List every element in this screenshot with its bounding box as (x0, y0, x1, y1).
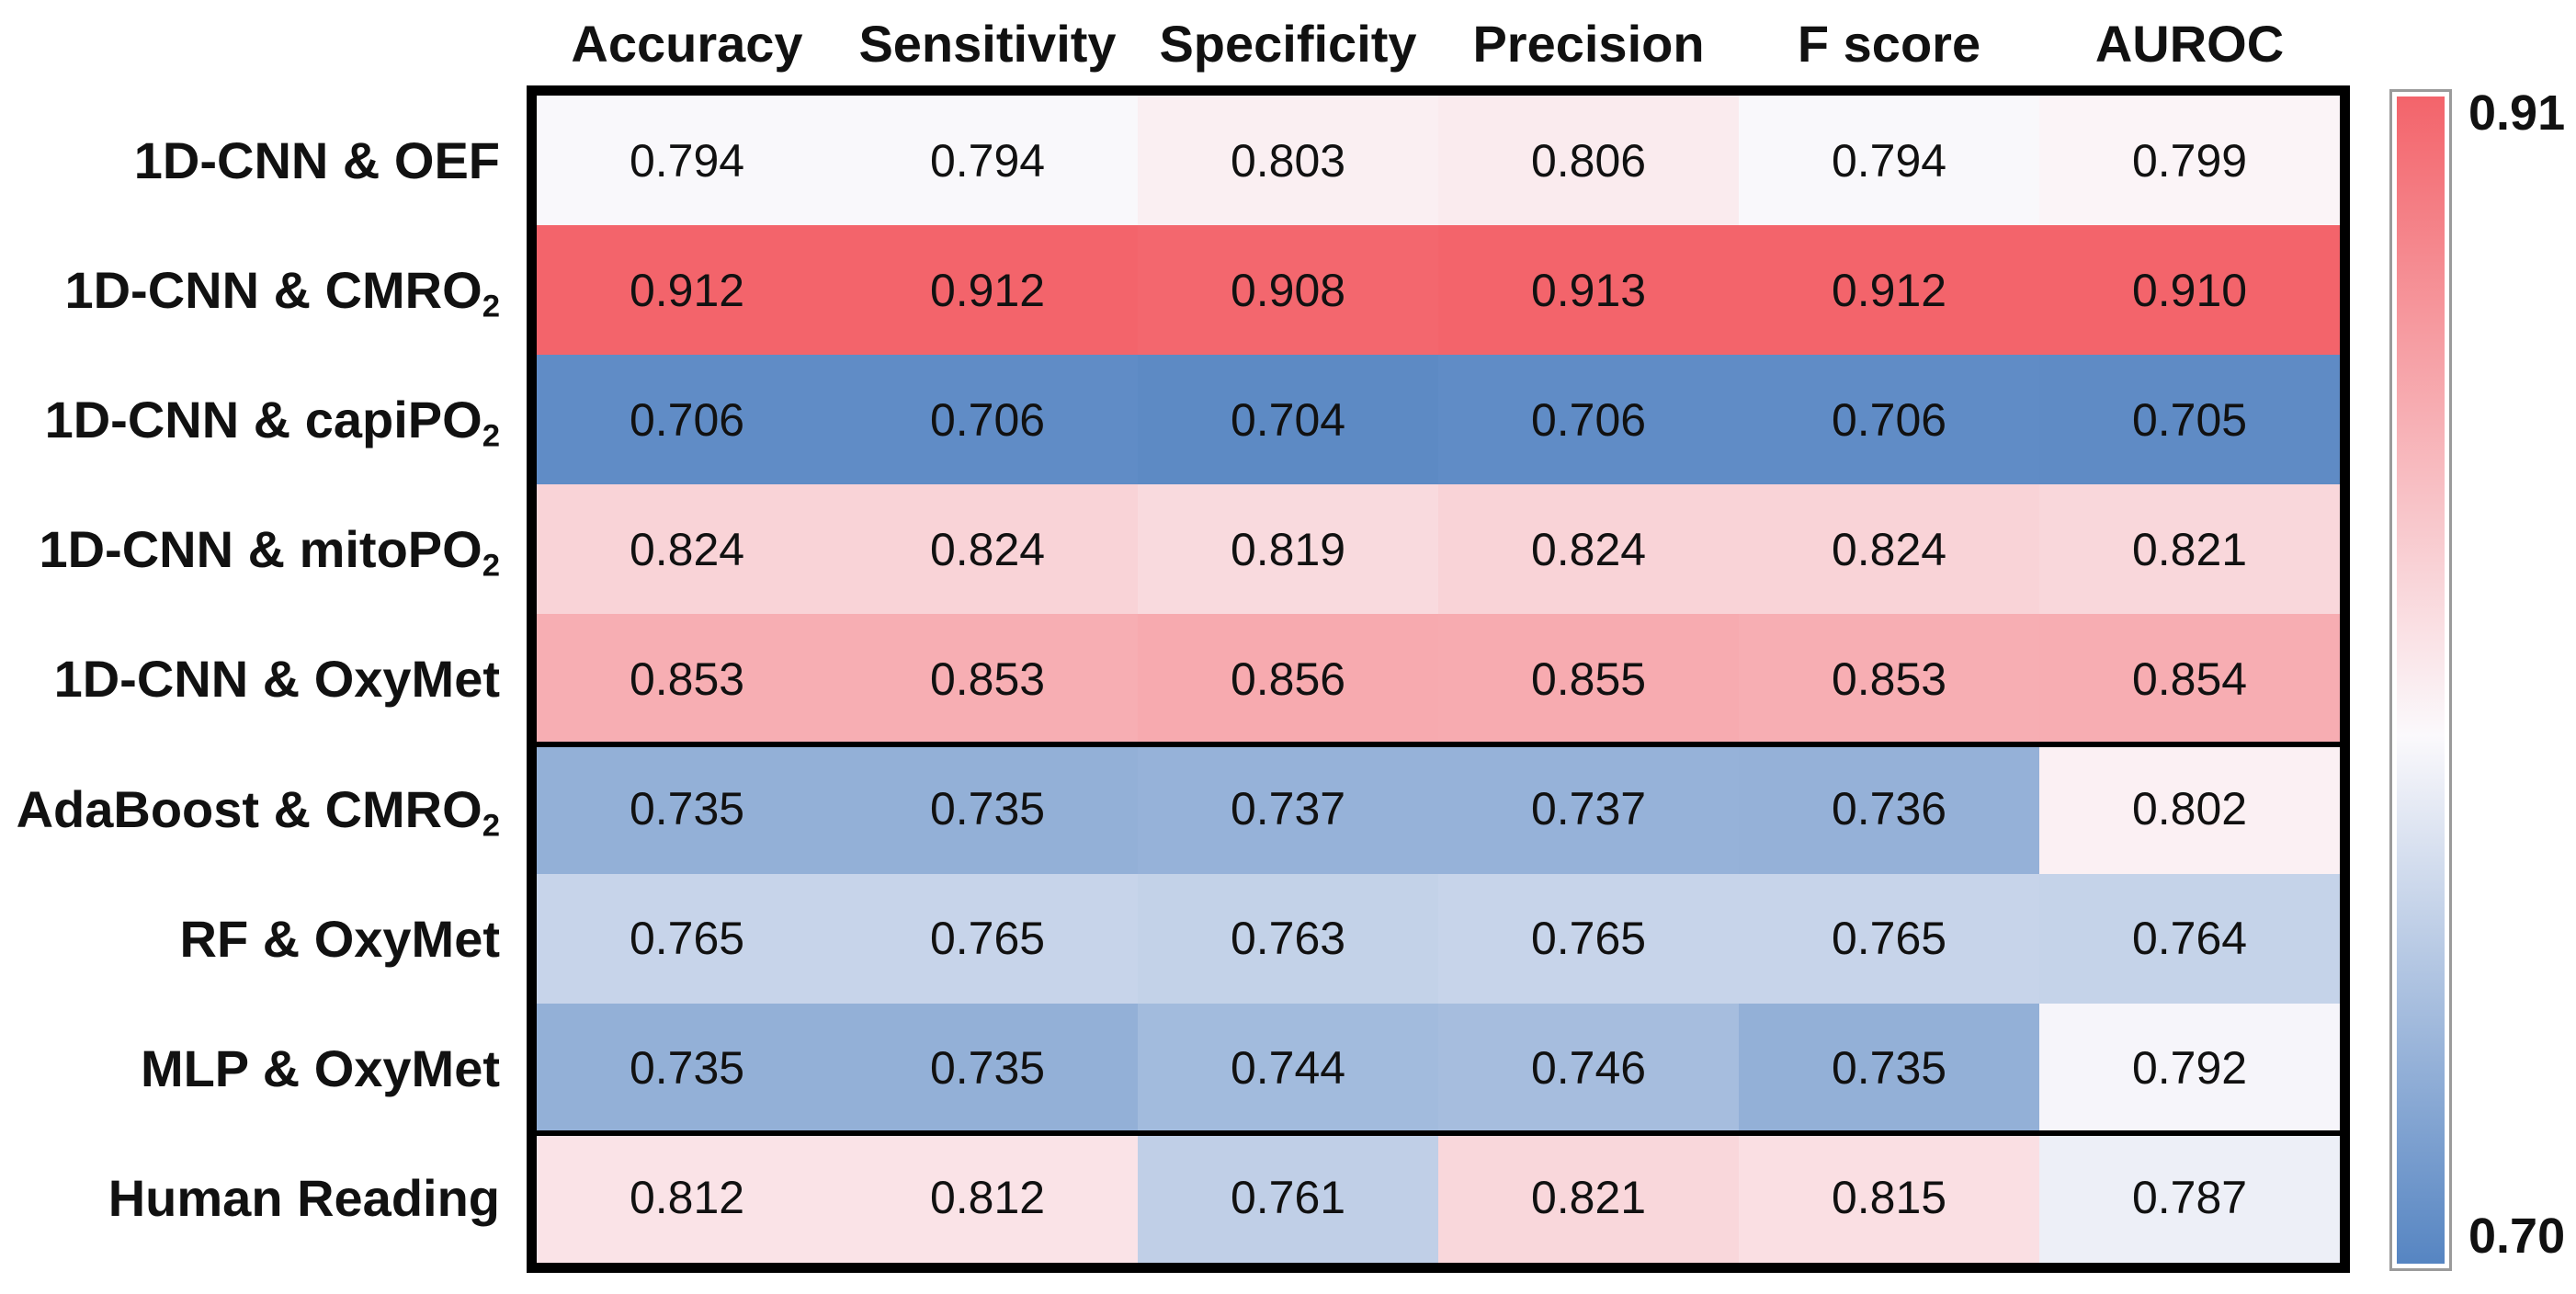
row-label: 1D-CNN & mitoPO2 (39, 520, 500, 585)
heatmap-cell: 0.856 (1138, 614, 1438, 744)
column-header-accuracy: Accuracy (571, 14, 803, 73)
heatmap-cell: 0.855 (1438, 614, 1739, 744)
heatmap-cell: 0.821 (1438, 1132, 1739, 1263)
row-label: 1D-CNN & capiPO2 (44, 391, 500, 454)
column-header-auroc: AUROC (2094, 14, 2285, 73)
colorbar-gradient (2397, 96, 2445, 1264)
heatmap-cell: 0.812 (537, 1132, 837, 1263)
heatmap-cell: 0.735 (537, 1003, 837, 1133)
heatmap-cell: 0.824 (837, 484, 1138, 615)
heatmap-cell: 0.912 (1739, 225, 2039, 356)
heatmap-cell: 0.735 (537, 743, 837, 874)
heatmap-cell: 0.787 (2039, 1132, 2340, 1263)
row-label: 1D-CNN & CMRO2 (64, 261, 500, 324)
heatmap-cell: 0.706 (537, 355, 837, 485)
heatmap-cell: 0.735 (1739, 1003, 2039, 1133)
row-label: AdaBoost & CMRO2 (16, 779, 500, 844)
column-headers-row: Accuracy Sensitivity Specificity Precision F… (537, 0, 2340, 86)
heatmap-cell: 0.764 (2039, 873, 2340, 1004)
heatmap-cell: 0.765 (1438, 873, 1739, 1004)
heatmap-cell: 0.765 (1739, 873, 2039, 1004)
heatmap-cell: 0.735 (837, 1003, 1138, 1133)
heatmap-cell: 0.794 (1739, 96, 2039, 226)
row-label: RF & OxyMet (179, 909, 501, 968)
colorbar-max-label: 0.91 (2468, 85, 2566, 141)
heatmap-grid: 0.794 0.794 0.803 0.806 0.794 0.799 0.912 0.912… (537, 96, 2340, 1263)
heatmap-cell: 0.794 (837, 96, 1138, 226)
colorbar (2389, 89, 2452, 1271)
heatmap-cell: 0.815 (1739, 1132, 2039, 1263)
heatmap-cell: 0.854 (2039, 614, 2340, 744)
heatmap-cell: 0.908 (1138, 225, 1438, 356)
heatmap-cell: 0.763 (1138, 873, 1438, 1004)
group-separator (537, 1129, 2340, 1136)
column-header-sensitivity: Sensitivity (858, 14, 1117, 73)
row-label: 1D-CNN & OEF (133, 131, 500, 190)
heatmap-cell: 0.706 (1438, 355, 1739, 485)
heatmap-cell: 0.737 (1138, 743, 1438, 874)
heatmap-cell: 0.735 (837, 743, 1138, 874)
column-header-specificity: Specificity (1159, 14, 1417, 73)
heatmap-cell: 0.824 (537, 484, 837, 615)
heatmap-cell: 0.761 (1138, 1132, 1438, 1263)
heatmap-cell: 0.824 (1739, 484, 2039, 615)
heatmap-cell: 0.821 (2039, 484, 2340, 615)
heatmap-cell: 0.706 (837, 355, 1138, 485)
heatmap-cell: 0.912 (837, 225, 1138, 356)
heatmap-cell: 0.736 (1739, 743, 2039, 874)
heatmap-cell: 0.765 (537, 873, 837, 1004)
group-separator (537, 741, 2340, 747)
heatmap-cell: 0.794 (537, 96, 837, 226)
heatmap-cell: 0.803 (1138, 96, 1438, 226)
column-header-precision: Precision (1472, 14, 1705, 73)
heatmap-cell: 0.792 (2039, 1003, 2340, 1133)
heatmap-cell: 0.812 (837, 1132, 1138, 1263)
row-labels-column: 1D-CNN & OEF 1D-CNN & CMRO2 1D-CNN & capiP… (0, 96, 537, 1263)
heatmap-cell: 0.802 (2039, 743, 2340, 874)
row-label: 1D-CNN & OxyMet (53, 650, 500, 709)
heatmap-cell: 0.913 (1438, 225, 1739, 356)
heatmap-table: 0.794 0.794 0.803 0.806 0.794 0.799 0.912 0.912… (527, 85, 2350, 1273)
heatmap-cell: 0.824 (1438, 484, 1739, 615)
heatmap-cell: 0.744 (1138, 1003, 1438, 1133)
row-label: MLP & OxyMet (140, 1039, 500, 1097)
heatmap-cell: 0.799 (2039, 96, 2340, 226)
colorbar-min-label: 0.70 (2468, 1209, 2566, 1264)
heatmap-cell: 0.806 (1438, 96, 1739, 226)
heatmap-cell: 0.746 (1438, 1003, 1739, 1133)
heatmap-cell: 0.910 (2039, 225, 2340, 356)
heatmap-cell: 0.704 (1138, 355, 1438, 485)
row-label: Human Reading (108, 1168, 500, 1227)
heatmap-cell: 0.706 (1739, 355, 2039, 485)
heatmap-cell: 0.705 (2039, 355, 2340, 485)
heatmap-cell: 0.912 (537, 225, 837, 356)
heatmap-cell: 0.853 (837, 614, 1138, 744)
heatmap-cell: 0.737 (1438, 743, 1739, 874)
heatmap-cell: 0.853 (537, 614, 837, 744)
heatmap-cell: 0.853 (1739, 614, 2039, 744)
heatmap-cell: 0.819 (1138, 484, 1438, 615)
column-header-f-score: F score (1797, 14, 1981, 73)
heatmap-cell: 0.765 (837, 873, 1138, 1004)
